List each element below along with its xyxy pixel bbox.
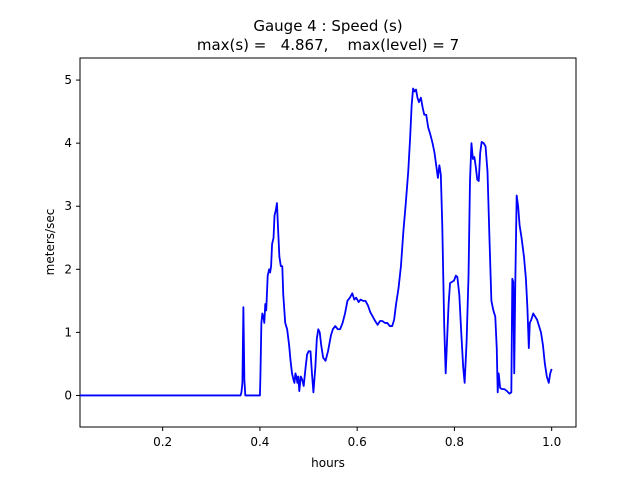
x-tick-label: 0.8 (445, 435, 464, 449)
series-layer (80, 87, 553, 397)
x-axis-label: hours (311, 456, 345, 470)
plot-area (79, 57, 577, 428)
x-tick-label: 0.2 (153, 435, 172, 449)
x-tick-label: 0.6 (348, 435, 367, 449)
x-axis: 0.2 0.4 0.6 0.8 1.0 (153, 427, 561, 449)
chart-title: Gauge 4 : Speed (s) (253, 17, 402, 35)
x-tick-label: 1.0 (542, 435, 561, 449)
y-axis: 0 1 2 3 4 5 (64, 73, 80, 402)
speed-series-line (80, 87, 553, 397)
y-tick-label: 1 (64, 325, 72, 339)
y-tick-label: 4 (64, 136, 72, 150)
chart-subtitle: max(s) = 4.867, max(level) = 7 (197, 36, 459, 54)
y-tick-label: 2 (64, 262, 72, 276)
x-tick-label: 0.4 (250, 435, 269, 449)
y-tick-label: 0 (64, 388, 72, 402)
y-tick-label: 3 (64, 199, 72, 213)
y-axis-label: meters/sec (43, 209, 57, 276)
y-tick-label: 5 (64, 73, 72, 87)
